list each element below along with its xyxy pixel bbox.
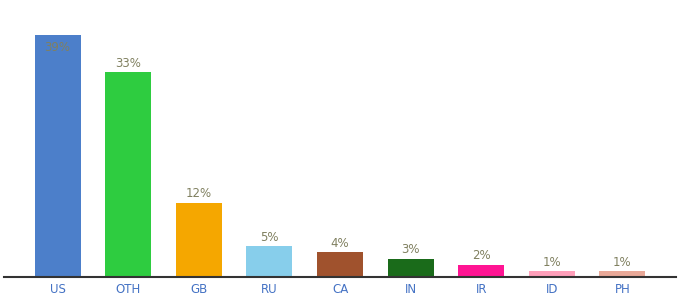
Bar [35,35,81,277]
Text: 39%: 39% [45,41,71,54]
Bar [105,72,151,277]
Bar [599,271,645,277]
Bar [176,203,222,277]
Text: 4%: 4% [330,237,350,250]
Text: 12%: 12% [186,187,212,200]
Text: 1%: 1% [613,256,632,268]
Bar [388,259,434,277]
Text: 5%: 5% [260,231,279,244]
Bar [529,271,575,277]
Bar [458,265,504,277]
Text: 33%: 33% [116,57,141,70]
Text: 3%: 3% [401,243,420,256]
Bar [317,252,363,277]
Text: 2%: 2% [472,249,490,262]
Bar [246,246,292,277]
Text: 1%: 1% [543,256,561,268]
